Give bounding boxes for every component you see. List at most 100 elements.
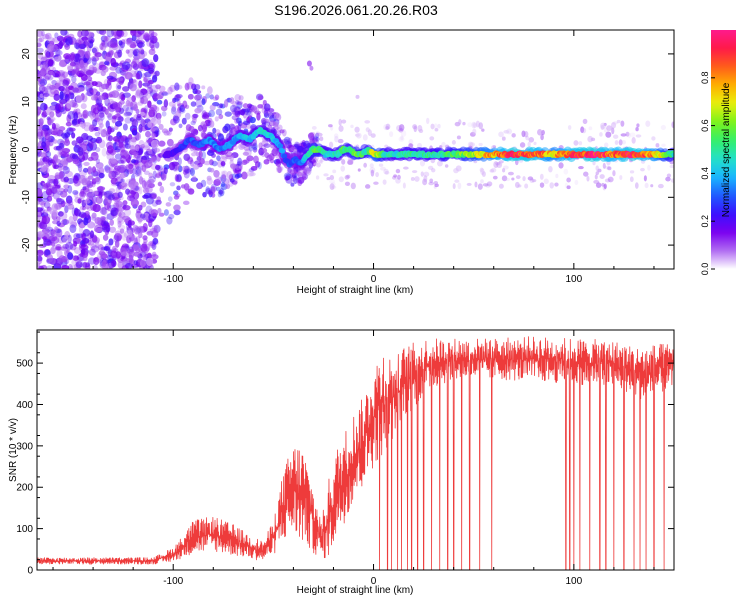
spectrogram-cell xyxy=(635,127,639,132)
spectrogram-cell xyxy=(221,170,228,179)
spectrogram-cell xyxy=(174,193,181,198)
spectrogram-cell xyxy=(138,231,143,239)
spectrogram-cell xyxy=(114,200,120,206)
spectrogram-cell xyxy=(453,167,459,174)
spectrogram-cell xyxy=(297,145,304,153)
spectrogram-cell xyxy=(104,108,109,115)
spectrogram-cell xyxy=(130,136,138,143)
spectrogram-cell xyxy=(121,181,126,186)
spectrogram-cell xyxy=(209,186,218,192)
spectrogram-cell xyxy=(56,198,65,205)
spectrogram-cell xyxy=(235,165,241,171)
spectrogram-cell xyxy=(385,123,391,130)
spectrogram-cell xyxy=(95,94,101,100)
spectrogram-cell xyxy=(71,68,80,78)
spectrogram-cell xyxy=(229,178,235,183)
spectrogram-cell xyxy=(77,87,85,92)
spectrogram-cell xyxy=(232,101,237,108)
spectrogram-cell xyxy=(209,120,215,128)
spectrogram-cell xyxy=(481,171,486,177)
spectrogram-cell xyxy=(152,75,158,83)
spectrogram-cell xyxy=(108,170,117,180)
spectrogram-cell xyxy=(201,85,206,90)
spectrogram-cell xyxy=(511,133,516,138)
spectrogram-cell xyxy=(437,123,441,129)
spectrogram-cell xyxy=(139,97,145,104)
spectrogram-cell xyxy=(88,140,95,149)
spectrogram-cell xyxy=(223,178,230,185)
colorbar-ticks: 0.0 0.2 0.4 0.6 0.8 xyxy=(700,72,715,275)
spectrogram-cell xyxy=(142,213,150,221)
spectrogram-cell xyxy=(41,66,51,75)
spectrogram-cell xyxy=(132,151,139,156)
spectrogram-cell xyxy=(184,112,191,120)
spectrogram-cell xyxy=(37,262,41,268)
spectrogram-cell xyxy=(243,159,250,164)
spectrogram-cell xyxy=(529,178,535,184)
spectrogram-cell xyxy=(316,132,323,137)
spectrogram-cell xyxy=(395,168,401,174)
spectrogram-cell xyxy=(98,243,104,251)
spectrogram-cell xyxy=(242,120,251,125)
spectrogram-cell xyxy=(462,121,466,126)
spectrogram-cell xyxy=(151,229,159,238)
spectrogram-cell xyxy=(50,229,56,236)
spectrogram-cell xyxy=(192,116,197,124)
spectrogram-cell xyxy=(277,165,282,174)
spectrogram-cell xyxy=(631,136,636,144)
spectrogram-cell xyxy=(104,166,112,173)
spectrogram-cell xyxy=(625,131,630,137)
spectrogram-cell xyxy=(273,113,279,120)
spectrogram-cell xyxy=(188,77,194,86)
spectrogram-cell xyxy=(334,135,339,143)
snr-xtick-label: 100 xyxy=(565,576,582,587)
spectrogram-cell xyxy=(151,131,159,138)
spectrogram-cell xyxy=(168,161,176,171)
spectrogram-cell xyxy=(211,160,218,167)
spectrogram-cell xyxy=(144,170,150,176)
spectrogram-cell xyxy=(98,172,105,179)
spectrogram-cell xyxy=(101,223,108,231)
spectrogram-cell xyxy=(356,132,362,139)
spectrogram-cell xyxy=(583,171,589,177)
spectrogram-cell xyxy=(111,260,117,268)
spectrogram-cell xyxy=(150,132,157,138)
spectrogram-cell xyxy=(99,83,105,93)
spectrogram-cell xyxy=(400,135,404,141)
spectrogram-cell xyxy=(117,49,123,58)
spectrogram-cell xyxy=(142,145,151,151)
spectrogram-cell xyxy=(99,43,104,51)
spectrogram-cell xyxy=(669,164,674,169)
spectrogram-cell xyxy=(125,188,130,195)
spectrogram-cell xyxy=(102,234,109,241)
spectrogram-cell xyxy=(50,44,59,52)
spectrogram-cell xyxy=(42,147,48,152)
spectrogram-cell xyxy=(124,143,131,150)
spectrogram-cell xyxy=(183,153,191,161)
spectrogram-cell xyxy=(38,84,46,94)
spectrogram-cell xyxy=(60,132,68,139)
spectrogram-cell xyxy=(133,104,138,112)
spectrogram-cell xyxy=(249,116,256,124)
spectrogram-cell xyxy=(135,166,142,174)
spectrogram-cell xyxy=(161,111,167,117)
spectrogram-cell xyxy=(323,173,329,177)
spectrogram-cell xyxy=(139,213,146,219)
spectrogram-cell xyxy=(166,216,173,225)
spectrogram-cell xyxy=(309,65,314,71)
spectrogram-cell xyxy=(124,137,130,143)
spectrogram-cell xyxy=(53,154,59,162)
spectrogram-cell xyxy=(112,167,119,174)
colorbar-tick-label: 0.8 xyxy=(700,72,710,85)
spectrogram-cell xyxy=(275,112,281,118)
spectrogram-cell xyxy=(304,167,312,176)
spectrogram-cell xyxy=(235,100,240,105)
spectrogram-cell xyxy=(243,108,251,113)
spectrogram-cell xyxy=(190,177,198,182)
spectrogram-cell xyxy=(121,265,129,269)
spectrogram-cell xyxy=(96,164,104,171)
spectrogram-cell xyxy=(53,56,62,61)
spectrogram-cell xyxy=(558,162,564,169)
spectrogram-cell xyxy=(55,232,61,238)
